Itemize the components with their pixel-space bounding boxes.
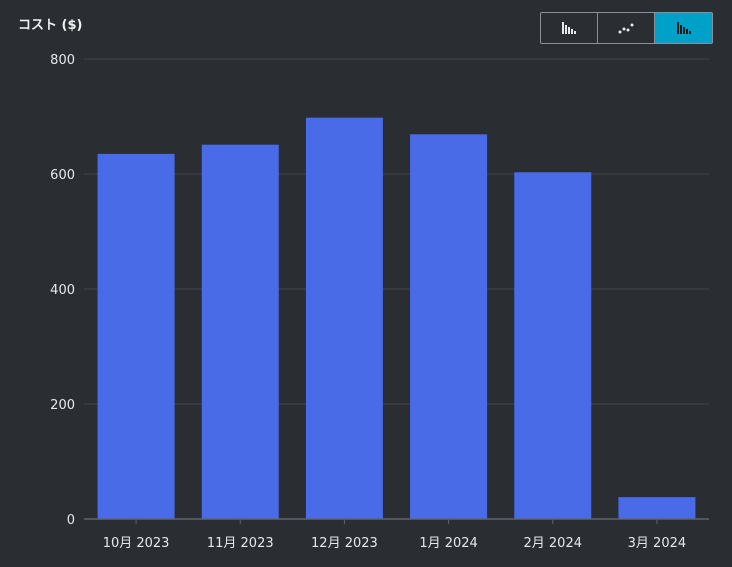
- y-tick-label: 200: [50, 398, 75, 413]
- x-tick-label: 1月 2024: [419, 536, 478, 551]
- x-tick-label: 12月 2023: [311, 536, 378, 551]
- bar-chart-toggle[interactable]: [541, 13, 598, 43]
- bar-chart-icon: [562, 22, 576, 34]
- bar: [305, 117, 383, 520]
- bar: [618, 497, 696, 519]
- stacked-bar-chart-icon: [676, 22, 691, 34]
- line-chart-icon: [618, 23, 634, 34]
- x-tick-label: 11月 2023: [207, 536, 274, 551]
- line-chart-toggle[interactable]: [598, 13, 655, 43]
- bar: [97, 153, 175, 519]
- y-tick-label: 0: [67, 513, 75, 528]
- x-tick-label: 3月 2024: [628, 536, 687, 551]
- chart-type-toggle-group: [540, 12, 713, 44]
- bar: [514, 172, 592, 519]
- bar: [201, 144, 279, 520]
- y-axis-title: コスト ($): [18, 18, 83, 33]
- y-tick-label: 400: [50, 283, 75, 298]
- stacked-bar-chart-toggle[interactable]: [655, 13, 712, 43]
- bar: [410, 134, 488, 519]
- x-tick-label: 2月 2024: [524, 536, 583, 551]
- x-tick-label: 10月 2023: [103, 536, 170, 551]
- y-tick-label: 800: [50, 53, 75, 68]
- y-tick-label: 600: [50, 168, 75, 183]
